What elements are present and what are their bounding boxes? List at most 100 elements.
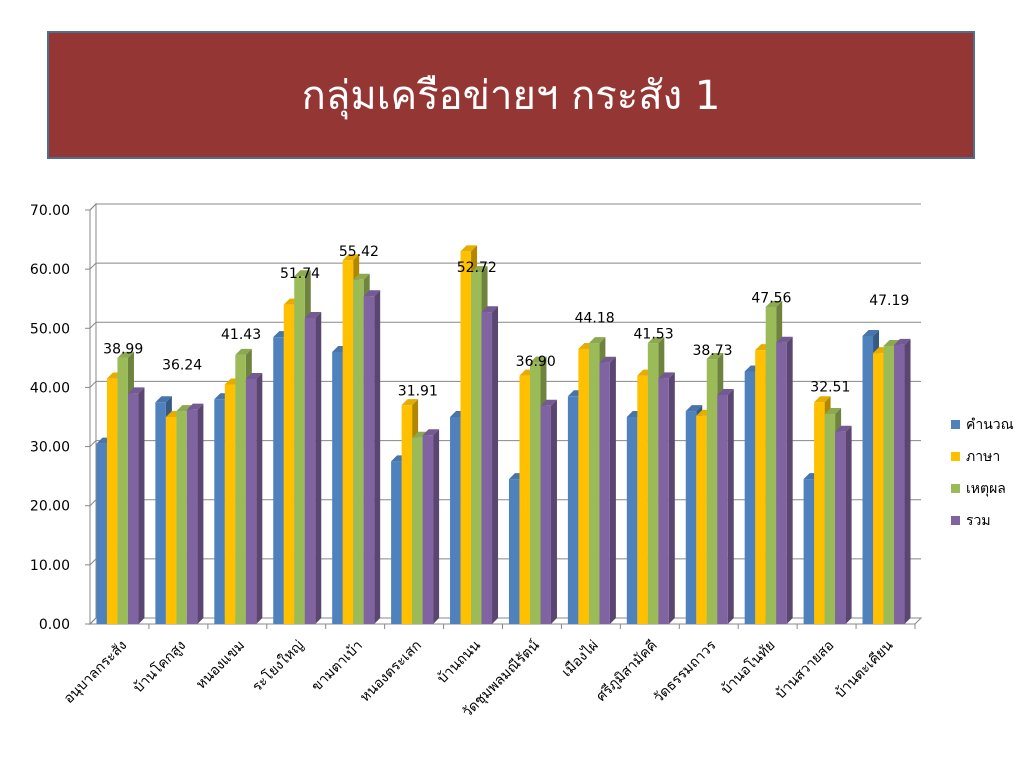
bar-side: [315, 311, 322, 624]
bar-side: [786, 336, 793, 624]
bar-side: [845, 425, 852, 624]
bar: [567, 396, 579, 624]
bar: [588, 343, 600, 624]
bar-side: [668, 372, 675, 624]
bar: [332, 351, 343, 624]
data-label: 41.53: [634, 326, 674, 342]
bar: [224, 384, 236, 624]
bar-top: [529, 356, 547, 363]
bar: [540, 405, 551, 624]
bar-side: [904, 338, 911, 624]
bar: [353, 279, 364, 624]
bar: [481, 312, 493, 624]
bar-top: [540, 399, 557, 406]
bar: [578, 348, 589, 624]
x-tick-label: บ้านถนน: [434, 637, 484, 687]
bar-side: [492, 306, 499, 624]
bar: [658, 378, 669, 624]
bar-top: [883, 340, 901, 347]
data-label: 47.19: [869, 293, 909, 309]
x-tick-label: ระโยงใหญ่: [249, 637, 307, 695]
data-label: 55.42: [339, 244, 379, 260]
x-tick-label: หนองแขม: [193, 638, 248, 693]
bar: [165, 417, 177, 624]
x-tick-label: หนองตระเสก: [357, 638, 425, 706]
bar-top: [412, 431, 429, 438]
data-label: 41.43: [221, 327, 261, 343]
x-tick-label: บ้านโคกสูง: [130, 637, 189, 696]
grid-line: [89, 380, 921, 388]
bar-top: [353, 273, 370, 280]
legend-swatch: [951, 516, 960, 525]
bar: [508, 479, 520, 624]
bar: [626, 417, 638, 624]
bar-side: [550, 399, 557, 624]
bar-top: [647, 337, 665, 344]
bar: [696, 415, 707, 624]
title-banner: กลุ่มเครือข่ายฯ กระสัง 1: [47, 31, 975, 159]
legend-label: คำนวณ: [966, 417, 1014, 433]
x-tick-label: บ้านสวายสอ: [773, 638, 838, 703]
bar-side: [197, 403, 204, 624]
y-tick-label: 10.00: [30, 558, 70, 574]
bar-top: [460, 245, 478, 252]
bar: [894, 344, 905, 624]
y-tick-label: 50.00: [30, 321, 70, 337]
bar: [637, 375, 648, 624]
bar: [717, 394, 728, 624]
data-label: 36.90: [516, 354, 556, 370]
bar-top: [235, 348, 252, 355]
legend-swatch: [951, 452, 960, 461]
data-label: 44.18: [575, 311, 615, 327]
bar: [803, 479, 815, 624]
bar-top: [186, 403, 204, 410]
bar-top: [245, 372, 263, 379]
bar-side: [433, 429, 440, 624]
bar-top: [342, 254, 360, 261]
data-label: 36.24: [162, 358, 202, 374]
bar: [460, 251, 472, 624]
data-label: 52.72: [457, 260, 497, 276]
data-label: 47.56: [751, 291, 791, 307]
bar: [186, 409, 198, 624]
bar: [814, 402, 825, 624]
bar: [450, 417, 461, 624]
bar: [214, 399, 225, 624]
data-label: 32.51: [810, 380, 850, 396]
legend-label: รวม: [966, 513, 991, 529]
y-tick-label: 40.00: [30, 380, 70, 396]
bar: [283, 304, 295, 624]
bar-top: [717, 388, 734, 395]
bar: [755, 350, 766, 624]
data-label: 38.99: [103, 341, 143, 357]
bar: [471, 272, 482, 624]
bar-top: [363, 290, 381, 297]
grid-line: [89, 203, 921, 211]
legend-swatch: [951, 420, 960, 429]
bar-top: [706, 353, 724, 360]
legend-label: ภาษา: [966, 449, 1000, 465]
bar: [776, 342, 787, 624]
bar-top: [401, 399, 419, 406]
bar: [862, 335, 874, 624]
grid-line: [89, 321, 921, 329]
bar: [883, 346, 895, 624]
data-label: 38.73: [692, 343, 732, 359]
bar-top: [765, 300, 783, 307]
legend-swatch: [951, 484, 960, 493]
bar: [824, 414, 836, 624]
y-tick-label: 20.00: [30, 499, 70, 515]
bar: [835, 431, 846, 624]
bar-top: [155, 396, 172, 403]
bar-top: [776, 336, 793, 343]
bar-top: [814, 396, 831, 403]
x-tick-label: เมืองไผ่: [558, 637, 601, 680]
x-tick-label: บ้านตะเคียน: [832, 637, 897, 702]
bar: [744, 371, 756, 624]
legend-label: เหตุผล: [966, 481, 1006, 497]
bar-top: [471, 266, 488, 273]
bar-top: [176, 405, 193, 412]
bar-top: [294, 270, 311, 277]
